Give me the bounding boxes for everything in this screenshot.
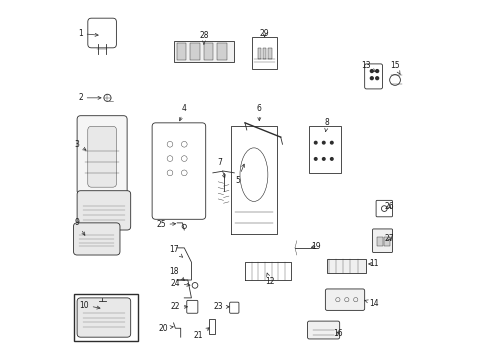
Circle shape — [370, 69, 373, 72]
Text: 8: 8 — [325, 118, 330, 132]
Circle shape — [331, 141, 333, 144]
Circle shape — [322, 158, 325, 160]
Bar — [173, 41, 234, 62]
Bar — [377, 237, 383, 246]
Circle shape — [322, 141, 325, 144]
FancyBboxPatch shape — [372, 229, 392, 252]
Text: 4: 4 — [179, 104, 187, 121]
Bar — [204, 43, 213, 60]
Text: 6: 6 — [257, 104, 262, 121]
Text: 17: 17 — [169, 245, 183, 257]
FancyBboxPatch shape — [77, 298, 131, 337]
Bar — [218, 43, 227, 60]
Text: 18: 18 — [169, 267, 184, 280]
FancyBboxPatch shape — [325, 289, 365, 310]
FancyBboxPatch shape — [308, 321, 340, 339]
FancyBboxPatch shape — [152, 123, 206, 219]
Text: 24: 24 — [171, 279, 190, 288]
Bar — [177, 43, 186, 60]
FancyBboxPatch shape — [365, 64, 383, 89]
Bar — [209, 319, 215, 334]
Circle shape — [376, 77, 379, 80]
Text: 13: 13 — [362, 61, 375, 72]
Bar — [258, 48, 261, 59]
Ellipse shape — [240, 148, 268, 202]
FancyBboxPatch shape — [77, 191, 131, 230]
Circle shape — [315, 158, 317, 160]
Bar — [268, 48, 272, 59]
Text: 7: 7 — [218, 158, 225, 178]
Text: 14: 14 — [365, 299, 378, 308]
FancyBboxPatch shape — [74, 223, 120, 255]
Circle shape — [331, 158, 333, 160]
Bar — [74, 294, 138, 341]
Bar — [252, 37, 277, 69]
Text: 21: 21 — [194, 328, 209, 340]
Bar — [309, 126, 342, 173]
FancyBboxPatch shape — [88, 126, 117, 187]
Text: 22: 22 — [171, 302, 188, 311]
Text: 12: 12 — [265, 273, 275, 286]
Text: 28: 28 — [199, 31, 209, 44]
Bar — [191, 43, 200, 60]
FancyBboxPatch shape — [88, 18, 117, 48]
FancyBboxPatch shape — [77, 116, 127, 194]
Text: 3: 3 — [74, 140, 86, 150]
Text: 11: 11 — [368, 260, 378, 269]
Text: 1: 1 — [78, 29, 98, 38]
Text: 19: 19 — [312, 242, 321, 251]
Bar — [384, 237, 390, 246]
Text: 29: 29 — [260, 29, 270, 38]
Circle shape — [370, 77, 373, 80]
Text: 20: 20 — [158, 324, 173, 333]
Text: 15: 15 — [390, 61, 400, 74]
Text: 25: 25 — [156, 220, 176, 229]
FancyBboxPatch shape — [187, 300, 198, 313]
Text: 10: 10 — [79, 301, 100, 310]
Text: 27: 27 — [385, 234, 394, 243]
Text: 16: 16 — [333, 329, 343, 338]
Bar — [263, 48, 267, 59]
Text: 5: 5 — [235, 164, 245, 185]
FancyBboxPatch shape — [376, 201, 392, 217]
Text: 23: 23 — [214, 302, 229, 311]
Bar — [327, 258, 367, 273]
Circle shape — [376, 69, 379, 72]
Circle shape — [315, 141, 317, 144]
Text: 26: 26 — [385, 202, 394, 211]
FancyBboxPatch shape — [230, 302, 239, 313]
Text: 9: 9 — [74, 219, 85, 235]
Text: 2: 2 — [78, 93, 101, 102]
